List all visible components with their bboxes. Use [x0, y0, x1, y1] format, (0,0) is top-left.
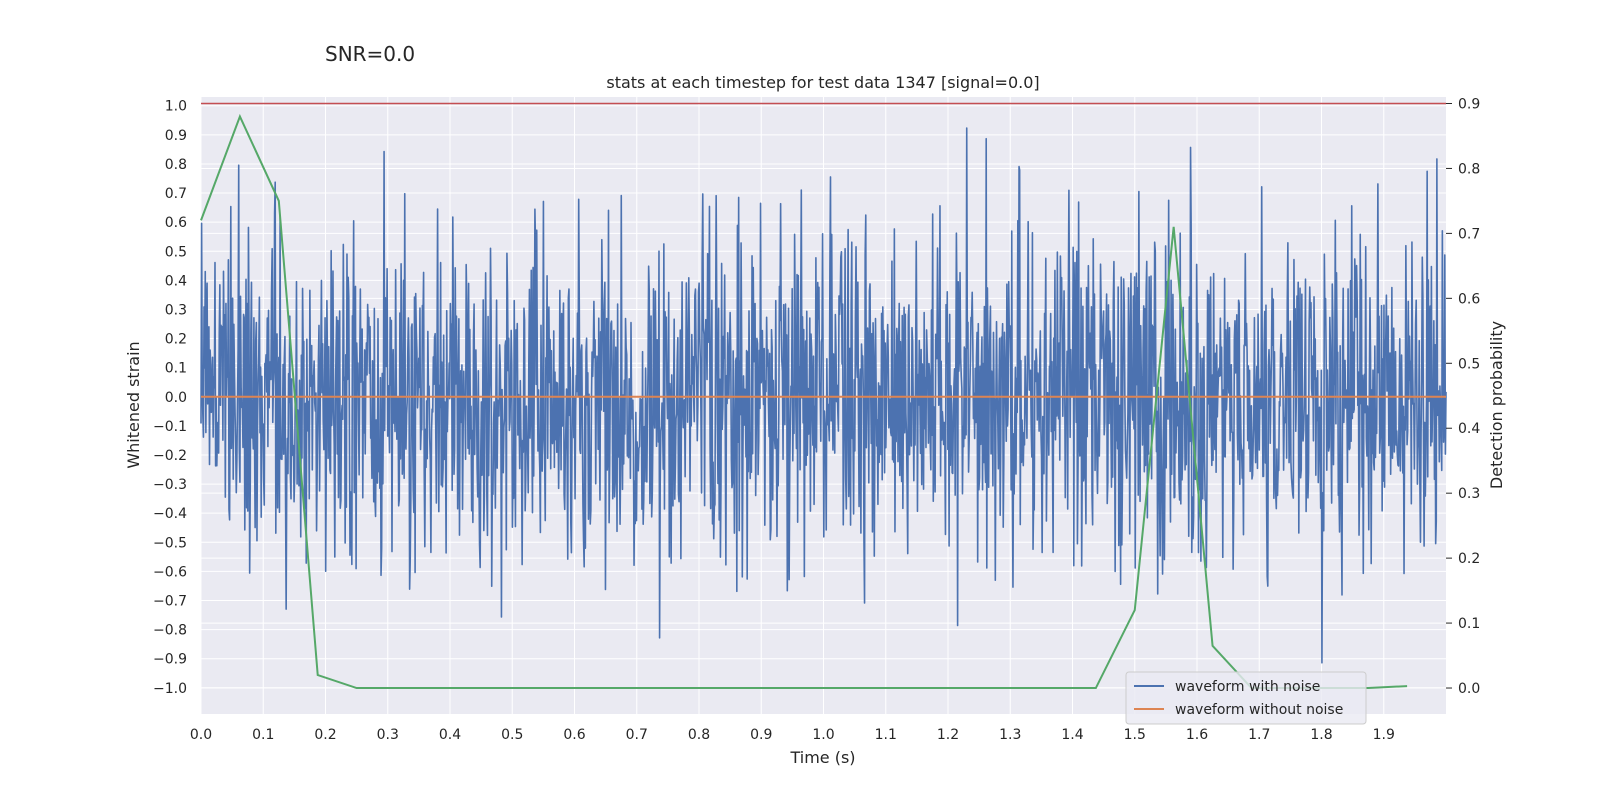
y-tick-label: −0.2	[153, 448, 187, 464]
x-tick-label: 1.4	[1061, 727, 1083, 743]
y-tick-label: −0.9	[153, 652, 187, 668]
y2-tick-label: 0.3	[1458, 486, 1480, 502]
x-tick-label: 1.7	[1248, 727, 1270, 743]
y-tick-label: −0.4	[153, 506, 187, 522]
y-tick-label: 0.3	[165, 302, 187, 318]
legend-label-clean: waveform without noise	[1175, 702, 1343, 718]
y-tick-label: −1.0	[153, 681, 187, 697]
legend: waveform with noise waveform without noi…	[1125, 671, 1367, 725]
x-tick-label: 0.9	[750, 727, 772, 743]
x-tick-label: 0.5	[501, 727, 523, 743]
y2-tick-label: 0.9	[1458, 96, 1480, 112]
x-tick-label: 1.5	[1124, 727, 1146, 743]
y-tick-label: −0.1	[153, 419, 187, 435]
ticks-layer: 0.0 0.1 0.2 0.3 0.4 0.5 0.6 0.7 0.8 0.9 1.0 1.1 1.2 1…	[153, 96, 1480, 743]
x-tick-label: 0.8	[688, 727, 710, 743]
x-tick-label: 1.2	[937, 727, 959, 743]
y-tick-label: 0.4	[165, 273, 187, 289]
suptitle: SNR=0.0	[325, 42, 415, 66]
series-layer	[200, 102, 1447, 690]
y-tick-label: 0.7	[165, 186, 187, 202]
x-tick-label: 0.2	[314, 727, 336, 743]
y2-tick-label: 0.4	[1458, 421, 1480, 437]
y-tick-label: 0.0	[165, 390, 187, 406]
x-tick-label: 1.9	[1373, 727, 1395, 743]
legend-box	[1125, 671, 1367, 725]
y-tick-label: −0.8	[153, 623, 187, 639]
y-tick-label: 0.5	[165, 244, 187, 260]
legend-label-noise: waveform with noise	[1175, 679, 1320, 695]
y2-tick-label: 0.5	[1458, 356, 1480, 372]
x-tick-label: 1.1	[875, 727, 897, 743]
chart-title: stats at each timestep for test data 134…	[606, 73, 1039, 92]
noise-waveform-line	[200, 127, 1447, 664]
x-tick-label: 0.1	[252, 727, 274, 743]
detection-probability-line	[200, 113, 1408, 690]
y2-tick-label: 0.8	[1458, 161, 1480, 177]
y-axis-label: Whitened strain	[124, 341, 143, 468]
y2-tick-label: 0.1	[1458, 616, 1480, 632]
x-tick-label: 0.0	[190, 727, 212, 743]
y2-tick-label: 0.0	[1458, 681, 1480, 697]
y-tick-label: 1.0	[165, 99, 187, 115]
y2-tick-label: 0.2	[1458, 551, 1480, 567]
y-tick-label: −0.3	[153, 477, 187, 493]
x-tick-label: 1.6	[1186, 727, 1208, 743]
y2-tick-label: 0.7	[1458, 226, 1480, 242]
y-tick-label: −0.5	[153, 535, 187, 551]
y-tick-label: −0.6	[153, 564, 187, 580]
y-tick-label: 0.1	[165, 361, 187, 377]
x-tick-label: 0.6	[563, 727, 585, 743]
y-tick-label: 0.9	[165, 128, 187, 144]
y2-tick-label: 0.6	[1458, 291, 1480, 307]
y-tick-label: 0.2	[165, 332, 187, 348]
x-tick-label: 1.0	[812, 727, 834, 743]
x-tick-label: 0.7	[626, 727, 648, 743]
x-tick-label: 0.4	[439, 727, 461, 743]
y-tick-label: 0.6	[165, 215, 187, 231]
x-tick-label: 0.3	[377, 727, 399, 743]
x-axis-label: Time (s)	[789, 748, 855, 767]
x-tick-label: 1.8	[1310, 727, 1332, 743]
y2-axis-label: Detection probability	[1487, 321, 1506, 489]
y-tick-label: −0.7	[153, 593, 187, 609]
y-tick-label: 0.8	[165, 157, 187, 173]
x-tick-label: 1.3	[999, 727, 1021, 743]
